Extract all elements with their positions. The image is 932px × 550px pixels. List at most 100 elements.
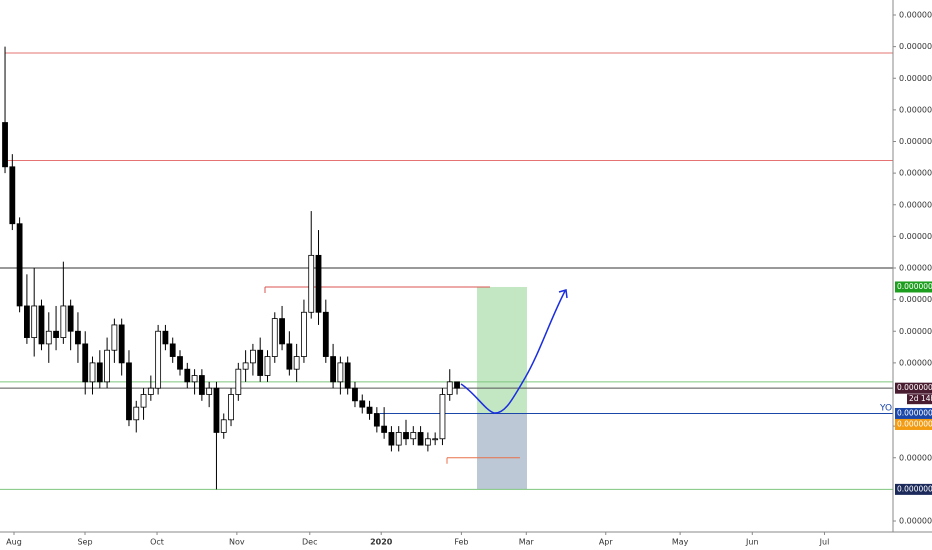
y-tick-label: 0.00000105: [899, 137, 932, 146]
candle-body: [126, 362, 132, 421]
candle-body: [352, 387, 358, 402]
candle-body: [133, 406, 140, 421]
x-tick-label: Aug: [6, 538, 22, 547]
candle-body: [359, 400, 366, 408]
candle-body: [155, 330, 162, 389]
x-tick-label: Nov: [229, 538, 245, 547]
candle-body: [417, 432, 424, 446]
countdown: 2d 14h: [909, 394, 932, 403]
y-tick-label: 0.00000055: [899, 453, 932, 462]
candle-body: [67, 305, 74, 332]
x-tick-label: May: [672, 538, 689, 547]
candle-body: [395, 432, 402, 446]
candle-body: [264, 356, 271, 376]
candle-body: [104, 349, 110, 383]
candle-body: [184, 368, 191, 383]
candle-body: [45, 330, 52, 345]
candle-body: [96, 362, 103, 383]
candle-body: [228, 394, 234, 421]
price-tag-label: 0.00000066: [897, 383, 932, 392]
price-tag-label: 0.00000062: [897, 408, 932, 417]
candle-body: [381, 425, 388, 433]
price-tag-label: 0.00000050: [897, 484, 932, 493]
candle-body: [9, 166, 16, 225]
candle-body: [286, 343, 293, 370]
candle-body: [373, 413, 380, 427]
candle-body: [16, 223, 23, 307]
candle-body: [111, 324, 118, 351]
candle-body: [82, 343, 89, 383]
candle-body: [403, 432, 409, 440]
price-tag: [895, 483, 932, 495]
y-tick-label: 0.00000045: [899, 517, 932, 526]
price-tag: [895, 418, 932, 430]
candle-body: [213, 387, 220, 433]
annotation: YO: [879, 404, 892, 414]
y-tick-label: 0.00000085: [899, 264, 932, 273]
projection-curve: [460, 290, 566, 414]
candle-body: [308, 254, 315, 313]
candle-body: [424, 438, 431, 446]
price-tag-label: 0.00000082: [897, 282, 932, 291]
y-tick-label: 0.00000120: [899, 42, 932, 51]
candle-body: [410, 432, 417, 440]
y-tick-label: 0.00000125: [899, 11, 932, 20]
candle-body: [344, 362, 351, 389]
candle-body: [53, 330, 59, 338]
candle-body: [31, 305, 38, 338]
candle-body: [177, 356, 183, 370]
candle-body: [388, 432, 395, 446]
candle-body: [322, 311, 329, 357]
countdown-tag: [907, 394, 932, 405]
price-tag-label: 0.00000062: [897, 419, 932, 428]
x-tick-label: Feb: [454, 538, 468, 547]
x-tick-label: Jun: [745, 538, 759, 547]
candle-body: [330, 356, 336, 383]
price-tag: [895, 281, 932, 293]
candle-body: [293, 356, 300, 370]
candle-body: [257, 349, 264, 376]
y-tick-label: 0.00000110: [899, 105, 932, 114]
projection-arrow: [558, 289, 568, 299]
candle-body: [191, 375, 198, 383]
y-tick-label: 0.00000115: [899, 74, 932, 83]
y-tick-label: 0.00000080: [899, 295, 932, 304]
candle-body: [439, 394, 446, 440]
candle-body: [454, 381, 460, 389]
x-tick-label: 2020: [370, 538, 393, 547]
candle-body: [206, 387, 213, 395]
candle-body: [75, 330, 81, 345]
x-tick-label: Jul: [819, 538, 830, 547]
candle-body: [140, 394, 147, 408]
candle-body: [337, 362, 344, 383]
candle-body: [446, 381, 453, 395]
y-tick-label: 0.00000070: [899, 358, 932, 367]
candle-body: [432, 438, 439, 441]
x-tick-label: Apr: [599, 538, 614, 547]
candle-body: [89, 362, 96, 383]
candle-body: [271, 318, 278, 357]
target-zone: [477, 286, 527, 414]
candle-body: [315, 254, 322, 313]
price-tag: [895, 382, 932, 394]
candle-body: [162, 330, 169, 345]
y-tick-label: 0.00000095: [899, 200, 932, 209]
candle-body: [235, 368, 242, 395]
x-tick-label: Dec: [302, 538, 317, 547]
candle-body: [242, 362, 249, 370]
candle-body: [220, 419, 227, 433]
candle-body: [38, 305, 45, 345]
stop-zone: [477, 413, 527, 490]
candle-body: [2, 122, 8, 168]
candle-body: [118, 324, 125, 364]
candle-body: [147, 387, 154, 395]
candle-body: [301, 311, 307, 357]
y-tick-label: 0.00000075: [899, 327, 932, 336]
y-tick-label: 0.00000090: [899, 232, 932, 241]
x-tick-label: Sep: [77, 538, 92, 547]
candle-body: [250, 349, 256, 364]
candle-body: [60, 305, 67, 338]
x-tick-label: Mar: [519, 538, 535, 547]
